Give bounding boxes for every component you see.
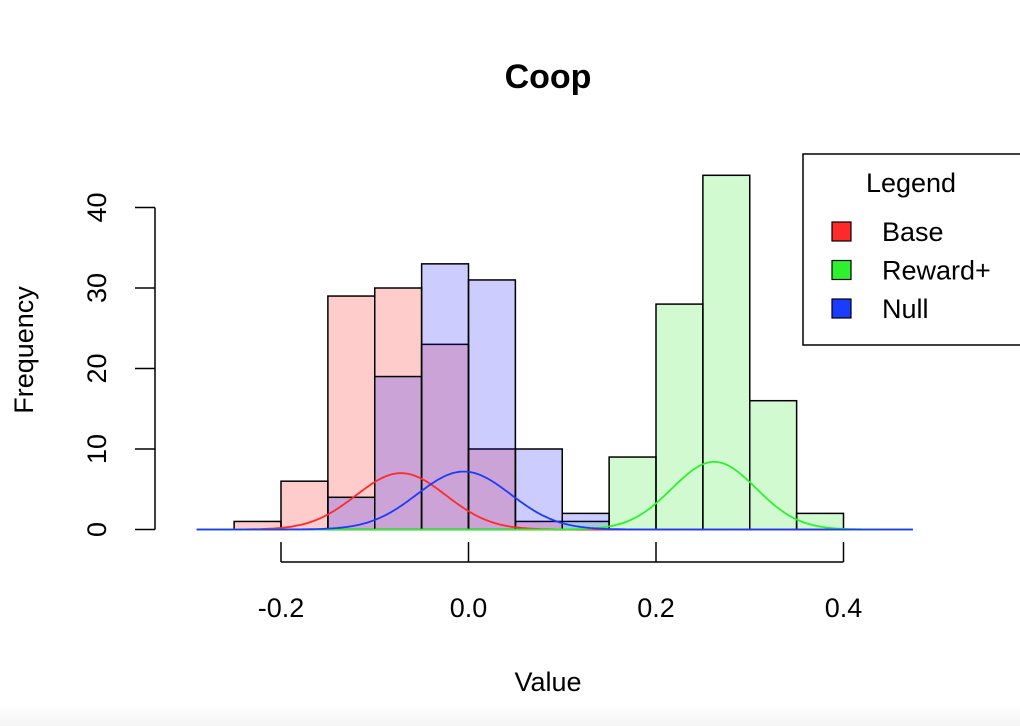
x-tick-label-2: 0.2: [637, 593, 675, 623]
y-tick-label-2: 20: [82, 353, 112, 383]
histogram-bars: [233, 174, 845, 531]
legend-swatch-2: [831, 298, 852, 319]
bar-null-0: [327, 496, 376, 531]
y-tick-label-4: 40: [82, 192, 112, 222]
legend-title: Legend: [866, 168, 956, 198]
legend-label-0: Base: [882, 217, 944, 247]
density-curves: [196, 460, 913, 531]
y-tick-label-0: 0: [82, 522, 112, 537]
bar-null-2: [420, 263, 470, 531]
y-axis: 0 10 20 30 40: [82, 192, 156, 537]
legend-label-1: Reward+: [882, 256, 991, 286]
legend-swatch-0: [831, 221, 852, 242]
legend: Legend Base Reward+ Null: [802, 153, 1020, 346]
x-axis: -0.2 0.0 0.2 0.4: [258, 542, 863, 623]
bar-reward_plus-3: [702, 174, 751, 531]
density-curve-null: [196, 470, 913, 531]
bar-reward_plus-4: [749, 399, 798, 531]
y-tick-label-1: 10: [82, 434, 112, 464]
legend-swatch-1: [831, 259, 852, 281]
x-tick-label-3: 0.4: [825, 593, 863, 623]
y-axis-label: Frequency: [9, 286, 39, 414]
y-tick-label-3: 30: [82, 273, 112, 303]
window-bottom-edge: [0, 706, 1020, 726]
bar-base-1: [280, 480, 329, 531]
bar-reward_plus-2: [655, 303, 704, 531]
chart-title: Coop: [505, 58, 592, 96]
bar-base-2: [327, 295, 376, 531]
bar-null-4: [514, 448, 563, 531]
x-tick-label-0: -0.2: [258, 593, 305, 623]
bar-null-3: [467, 279, 517, 531]
x-axis-label: Value: [514, 667, 581, 697]
x-tick-label-1: 0.0: [450, 593, 488, 623]
bar-null-1: [374, 375, 423, 531]
legend-label-2: Null: [882, 294, 929, 324]
